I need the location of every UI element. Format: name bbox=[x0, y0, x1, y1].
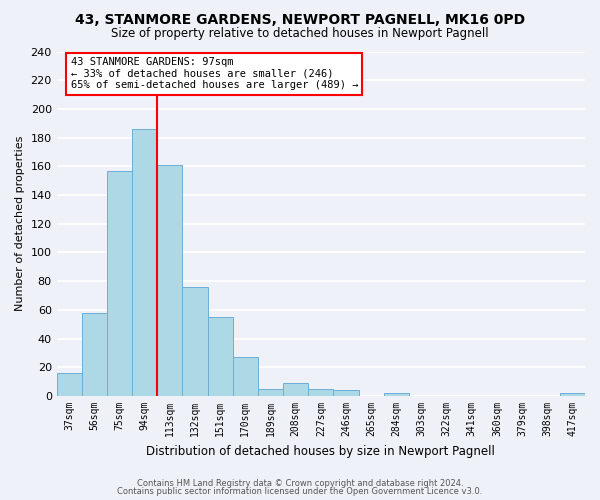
Text: Contains public sector information licensed under the Open Government Licence v3: Contains public sector information licen… bbox=[118, 487, 482, 496]
Bar bbox=[308, 389, 334, 396]
Bar bbox=[157, 165, 182, 396]
Text: 43 STANMORE GARDENS: 97sqm
← 33% of detached houses are smaller (246)
65% of sem: 43 STANMORE GARDENS: 97sqm ← 33% of deta… bbox=[71, 57, 358, 90]
Text: Size of property relative to detached houses in Newport Pagnell: Size of property relative to detached ho… bbox=[111, 28, 489, 40]
X-axis label: Distribution of detached houses by size in Newport Pagnell: Distribution of detached houses by size … bbox=[146, 444, 495, 458]
Bar bbox=[233, 358, 258, 396]
Bar bbox=[560, 393, 585, 396]
Bar bbox=[107, 170, 132, 396]
Bar bbox=[334, 390, 359, 396]
Bar bbox=[283, 383, 308, 396]
Text: Contains HM Land Registry data © Crown copyright and database right 2024.: Contains HM Land Registry data © Crown c… bbox=[137, 478, 463, 488]
Bar bbox=[384, 393, 409, 396]
Bar bbox=[132, 129, 157, 396]
Bar bbox=[82, 313, 107, 396]
Bar bbox=[182, 287, 208, 396]
Bar bbox=[208, 317, 233, 396]
Bar bbox=[258, 389, 283, 396]
Bar bbox=[56, 373, 82, 396]
Y-axis label: Number of detached properties: Number of detached properties bbox=[15, 136, 25, 312]
Text: 43, STANMORE GARDENS, NEWPORT PAGNELL, MK16 0PD: 43, STANMORE GARDENS, NEWPORT PAGNELL, M… bbox=[75, 12, 525, 26]
